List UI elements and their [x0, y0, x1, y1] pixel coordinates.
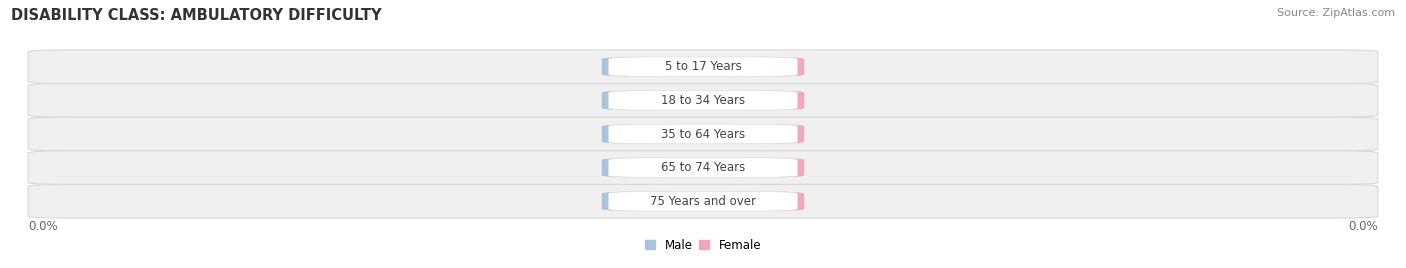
FancyBboxPatch shape — [602, 192, 689, 211]
Text: Source: ZipAtlas.com: Source: ZipAtlas.com — [1277, 8, 1395, 18]
FancyBboxPatch shape — [717, 124, 804, 144]
FancyBboxPatch shape — [28, 184, 1378, 218]
Text: 0.0%: 0.0% — [744, 60, 776, 73]
FancyBboxPatch shape — [602, 158, 689, 177]
Text: 0.0%: 0.0% — [744, 195, 776, 208]
FancyBboxPatch shape — [609, 158, 797, 177]
FancyBboxPatch shape — [28, 84, 1378, 117]
Text: 0.0%: 0.0% — [1348, 220, 1378, 233]
Text: 0.0%: 0.0% — [28, 220, 58, 233]
Text: 75 Years and over: 75 Years and over — [650, 195, 756, 208]
Legend: Male, Female: Male, Female — [645, 239, 761, 252]
FancyBboxPatch shape — [717, 192, 804, 211]
Text: 65 to 74 Years: 65 to 74 Years — [661, 161, 745, 174]
FancyBboxPatch shape — [609, 57, 797, 76]
Text: 0.0%: 0.0% — [744, 128, 776, 140]
FancyBboxPatch shape — [602, 124, 689, 144]
Text: 5 to 17 Years: 5 to 17 Years — [665, 60, 741, 73]
Text: 0.0%: 0.0% — [744, 161, 776, 174]
Text: 35 to 64 Years: 35 to 64 Years — [661, 128, 745, 140]
FancyBboxPatch shape — [602, 91, 689, 110]
Text: 0.0%: 0.0% — [630, 161, 662, 174]
FancyBboxPatch shape — [602, 57, 689, 76]
FancyBboxPatch shape — [28, 117, 1378, 151]
FancyBboxPatch shape — [717, 91, 804, 110]
Text: 0.0%: 0.0% — [630, 60, 662, 73]
Text: 0.0%: 0.0% — [744, 94, 776, 107]
FancyBboxPatch shape — [609, 124, 797, 144]
Text: 0.0%: 0.0% — [630, 128, 662, 140]
FancyBboxPatch shape — [28, 50, 1378, 84]
Text: 0.0%: 0.0% — [630, 94, 662, 107]
Text: DISABILITY CLASS: AMBULATORY DIFFICULTY: DISABILITY CLASS: AMBULATORY DIFFICULTY — [11, 8, 382, 23]
FancyBboxPatch shape — [717, 57, 804, 76]
FancyBboxPatch shape — [28, 151, 1378, 184]
FancyBboxPatch shape — [609, 192, 797, 211]
Text: 18 to 34 Years: 18 to 34 Years — [661, 94, 745, 107]
Text: 0.0%: 0.0% — [630, 195, 662, 208]
FancyBboxPatch shape — [609, 91, 797, 110]
FancyBboxPatch shape — [717, 158, 804, 177]
